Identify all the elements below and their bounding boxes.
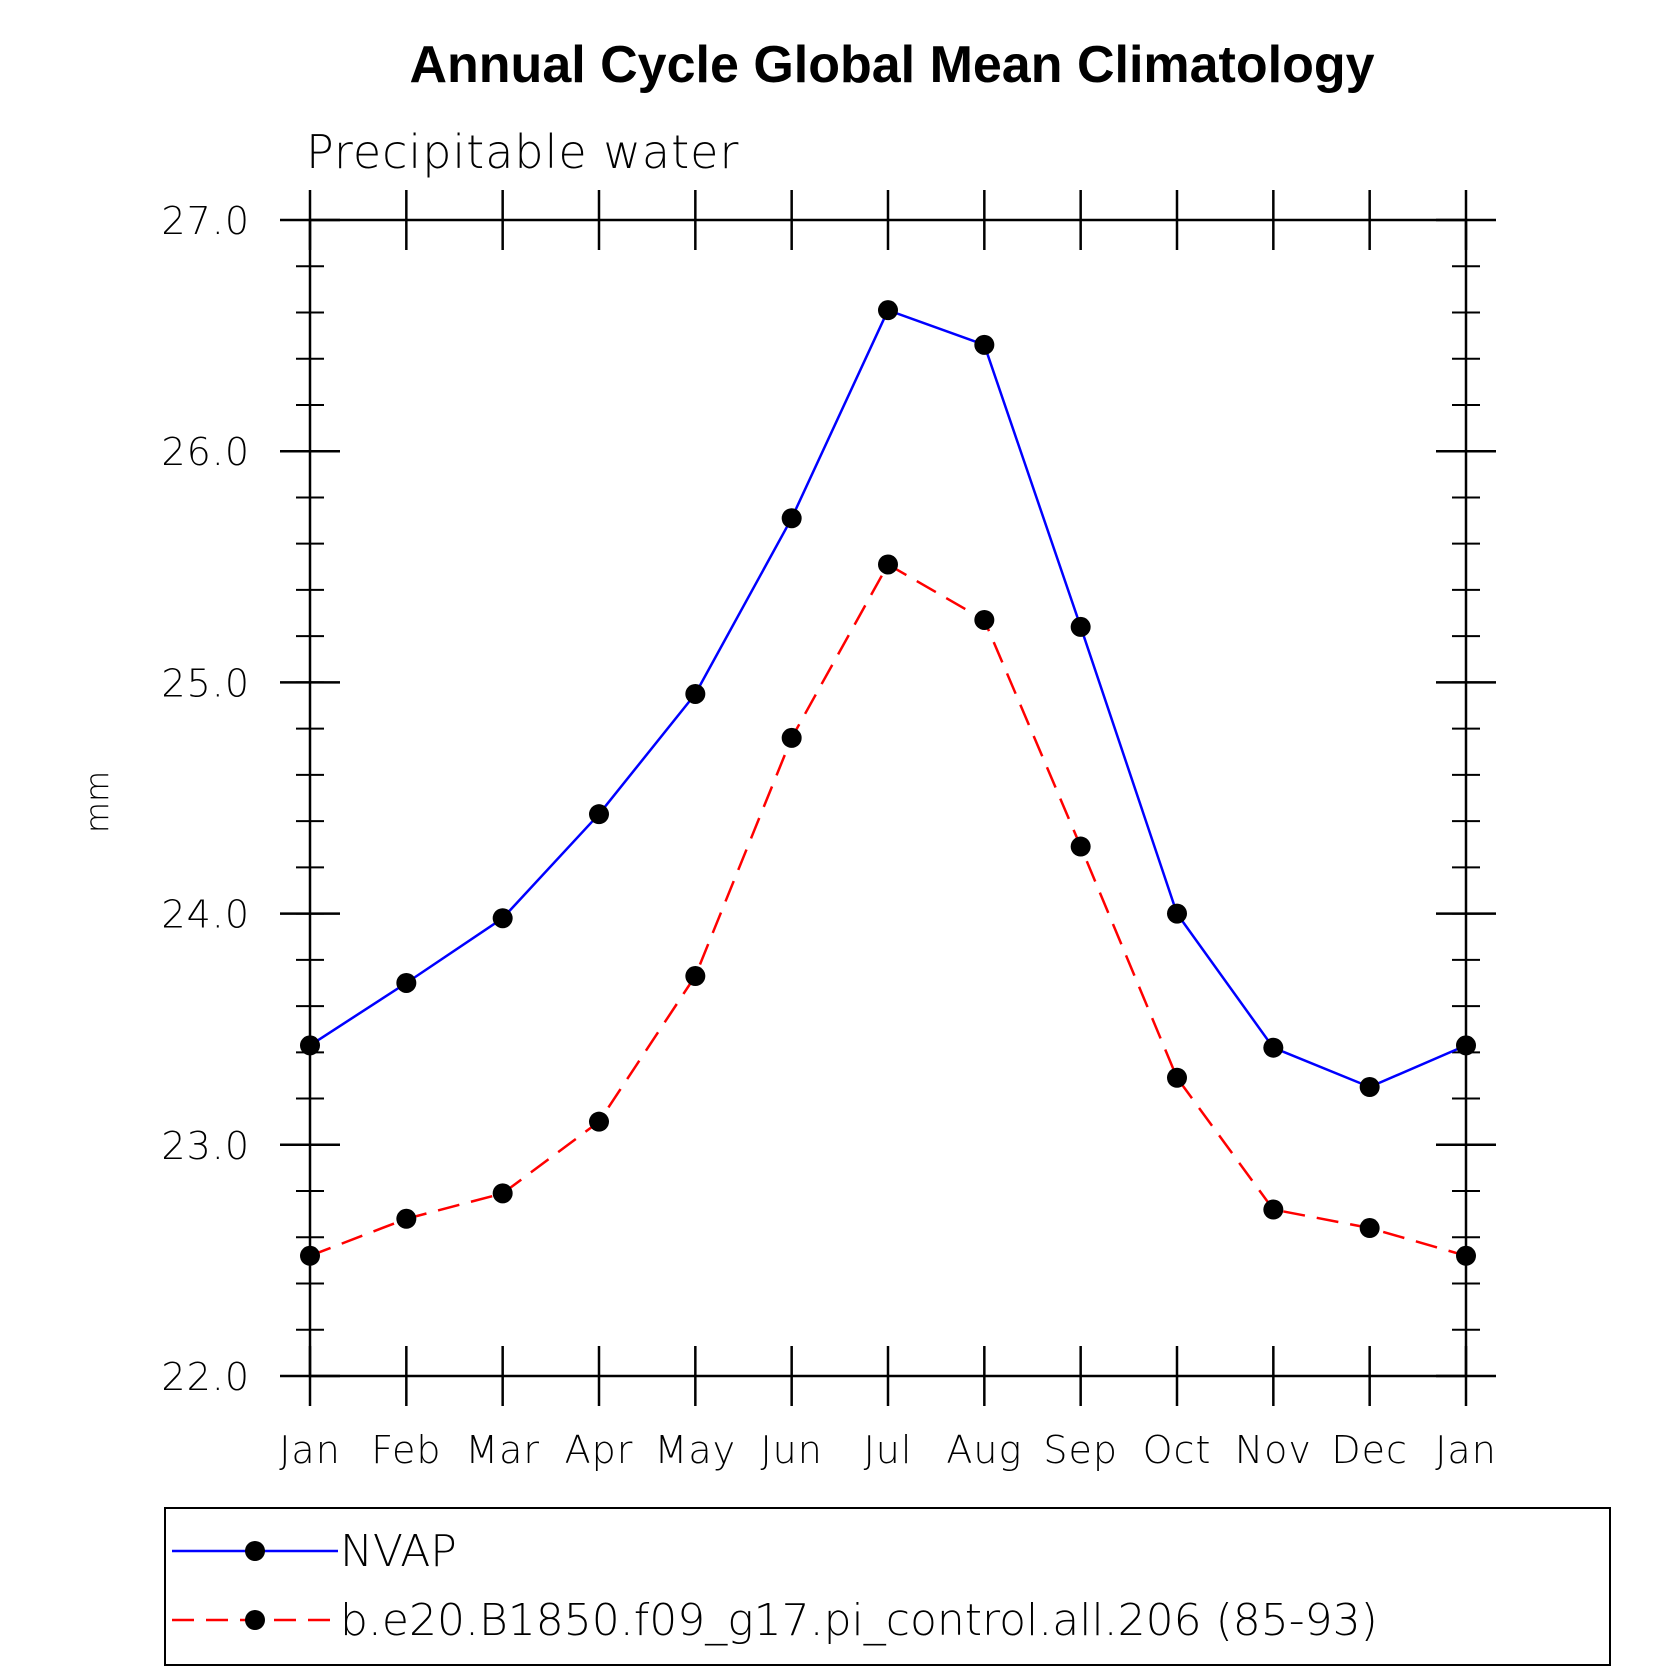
series-0-point — [1456, 1035, 1476, 1056]
x-tick-label: Jan — [1435, 1428, 1497, 1472]
series-markers — [300, 300, 1476, 1266]
chart-subtitle: Precipitable water — [306, 125, 739, 179]
x-tick-label: Aug — [946, 1428, 1022, 1472]
series-0-point — [878, 300, 898, 321]
plot-frame — [308, 218, 1468, 1378]
chart-title: Annual Cycle Global Mean Climatology — [409, 36, 1374, 94]
legend-label-model: b.e20.B1850.f09_g17.pi_control.all.206 (… — [340, 1595, 1378, 1646]
y-tick-label: 26.0 — [161, 430, 250, 474]
series-1-point — [1263, 1199, 1284, 1220]
series-1-point — [878, 554, 898, 575]
series-0-point — [492, 908, 513, 929]
x-tick-label: Sep — [1043, 1428, 1118, 1472]
series-0-point — [1167, 903, 1187, 924]
series-1-point — [685, 966, 706, 987]
series-line-1 — [309, 563, 1467, 1258]
y-tick-label: 27.0 — [161, 199, 250, 243]
legend: NVAP b.e20.B1850.f09_g17.pi_control.all.… — [164, 1507, 1611, 1666]
x-tick-label: Nov — [1235, 1428, 1312, 1472]
x-tick-label: Oct — [1143, 1428, 1212, 1472]
series-0-point — [974, 334, 995, 355]
y-tick-label: 25.0 — [161, 661, 250, 705]
series-1-point — [974, 609, 995, 630]
x-tick-label: Jan — [279, 1428, 341, 1472]
series-0-point — [396, 972, 417, 993]
legend-marker-model — [245, 1610, 265, 1630]
series-0-point — [300, 1035, 320, 1056]
axis-ticks — [280, 190, 1496, 1406]
legend-marker-nvap — [245, 1541, 265, 1561]
x-tick-label: Feb — [371, 1428, 441, 1472]
series-lines — [309, 308, 1467, 1258]
x-tick-label: May — [655, 1428, 737, 1472]
y-tick-label: 24.0 — [161, 893, 250, 937]
x-tick-label: Apr — [565, 1428, 634, 1472]
series-0-point — [1070, 616, 1091, 637]
series-1-point — [492, 1183, 513, 1204]
series-0-point — [685, 683, 706, 704]
series-1-point — [1070, 836, 1091, 857]
legend-label-nvap: NVAP — [340, 1526, 457, 1577]
x-tick-label: Mar — [465, 1428, 540, 1472]
x-tick-label: Jul — [864, 1428, 913, 1472]
series-1-point — [1456, 1245, 1476, 1266]
series-1-point — [1359, 1218, 1380, 1239]
y-tick-label: 23.0 — [161, 1124, 250, 1168]
series-0-point — [1263, 1037, 1284, 1058]
series-1-point — [396, 1208, 417, 1229]
y-tick-label: 22.0 — [161, 1355, 250, 1399]
series-1-point — [589, 1111, 609, 1132]
x-tick-label: Jun — [760, 1428, 822, 1472]
tick-labels: Jan Feb Mar Apr May Jun Jul Aug Sep Oct Nov Dec Jan 2… — [161, 199, 1497, 1472]
series-0-point — [781, 508, 802, 529]
series-line-0 — [309, 308, 1467, 1089]
y-axis-label: mm — [78, 771, 116, 833]
series-0-point — [1359, 1077, 1380, 1097]
series-0-point — [589, 804, 609, 825]
series-1-point — [300, 1245, 320, 1266]
series-1-point — [1167, 1067, 1187, 1088]
legend-box — [164, 1507, 1611, 1666]
series-1-point — [781, 727, 802, 748]
x-tick-label: Dec — [1331, 1428, 1408, 1472]
